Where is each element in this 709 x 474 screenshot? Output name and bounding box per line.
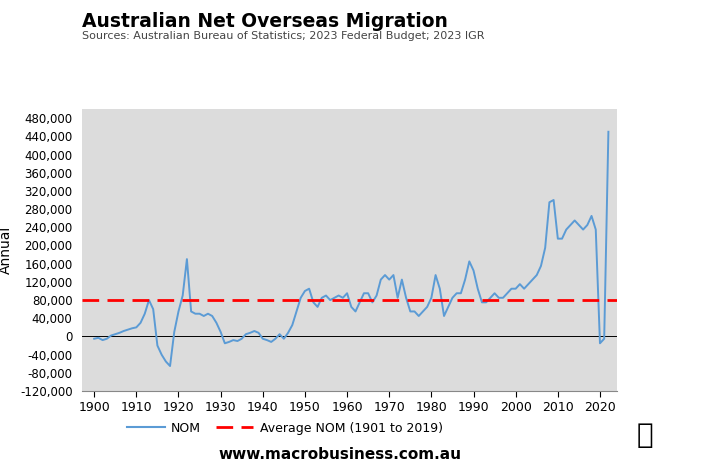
Text: MACRO: MACRO (617, 22, 677, 37)
Text: Sources: Australian Bureau of Statistics; 2023 Federal Budget; 2023 IGR: Sources: Australian Bureau of Statistics… (82, 31, 484, 41)
Y-axis label: Annual: Annual (0, 226, 13, 274)
Legend: NOM, Average NOM (1901 to 2019): NOM, Average NOM (1901 to 2019) (122, 417, 447, 440)
Text: 🐺: 🐺 (637, 421, 654, 449)
Text: Australian Net Overseas Migration: Australian Net Overseas Migration (82, 12, 447, 31)
Text: www.macrobusiness.com.au: www.macrobusiness.com.au (219, 447, 462, 462)
Text: BUSINESS: BUSINESS (606, 46, 688, 61)
